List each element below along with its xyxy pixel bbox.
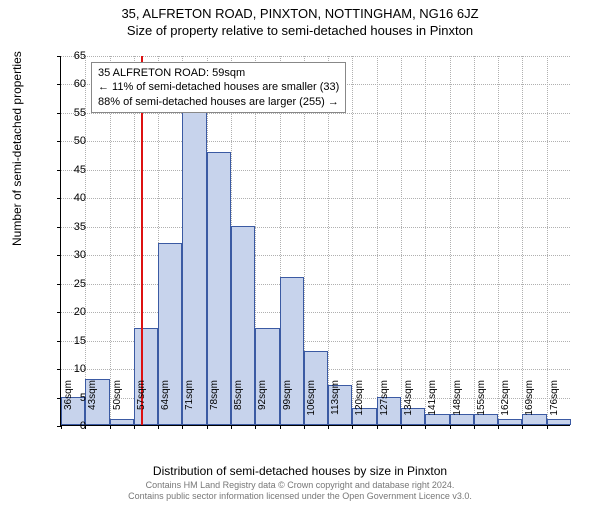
histogram-bar — [498, 419, 522, 425]
xtick-mark — [425, 425, 426, 429]
annotation-box: 35 ALFRETON ROAD: 59sqm← 11% of semi-det… — [91, 62, 346, 113]
xtick-mark — [474, 425, 475, 429]
annotation-line-1: 35 ALFRETON ROAD: 59sqm — [98, 66, 339, 80]
ytick-label: 30 — [56, 249, 86, 261]
xtick-label: 106sqm — [306, 380, 317, 416]
x-axis-label: Distribution of semi-detached houses by … — [0, 464, 600, 478]
footer-line-2: Contains public sector information licen… — [0, 491, 600, 502]
xtick-mark — [401, 425, 402, 429]
y-axis-label: Number of semi-detached properties — [10, 51, 24, 246]
xtick-mark — [158, 425, 159, 429]
xtick-mark — [450, 425, 451, 429]
ytick-label: 20 — [56, 306, 86, 318]
xtick-label: 50sqm — [112, 380, 123, 410]
xtick-label: 64sqm — [160, 380, 171, 410]
gridline-v — [522, 56, 523, 425]
plot-area: 35 ALFRETON ROAD: 59sqm← 11% of semi-det… — [60, 56, 570, 426]
xtick-mark — [304, 425, 305, 429]
xtick-label: 127sqm — [379, 380, 390, 416]
ytick-label: 50 — [56, 135, 86, 147]
ytick-label: 25 — [56, 278, 86, 290]
ytick-label: 45 — [56, 164, 86, 176]
gridline-h — [61, 312, 570, 313]
histogram-bar — [182, 112, 206, 425]
gridline-v — [401, 56, 402, 425]
xtick-mark — [547, 425, 548, 429]
ytick-label: 0 — [56, 420, 86, 432]
xtick-label: 162sqm — [500, 380, 511, 416]
ytick-label: 60 — [56, 78, 86, 90]
gridline-v — [425, 56, 426, 425]
xtick-label: 78sqm — [209, 380, 220, 410]
xtick-mark — [352, 425, 353, 429]
ytick-label: 35 — [56, 221, 86, 233]
histogram-bar — [134, 328, 158, 425]
gridline-h — [61, 170, 570, 171]
xtick-mark — [498, 425, 499, 429]
histogram-bar — [255, 328, 279, 425]
footer-line-1: Contains HM Land Registry data © Crown c… — [0, 480, 600, 491]
ytick-label: 15 — [56, 335, 86, 347]
xtick-mark — [280, 425, 281, 429]
gridline-h — [61, 255, 570, 256]
footer-attribution: Contains HM Land Registry data © Crown c… — [0, 480, 600, 502]
ytick-label: 55 — [56, 107, 86, 119]
histogram-bar — [547, 419, 571, 425]
xtick-label: 85sqm — [233, 380, 244, 410]
histogram-bar — [110, 419, 134, 425]
xtick-label: 120sqm — [354, 380, 365, 416]
xtick-label: 92sqm — [257, 380, 268, 410]
xtick-mark — [255, 425, 256, 429]
ytick-label: 65 — [56, 50, 86, 62]
gridline-v — [450, 56, 451, 425]
ytick-label: 40 — [56, 192, 86, 204]
xtick-mark — [182, 425, 183, 429]
chart-title-main: 35, ALFRETON ROAD, PINXTON, NOTTINGHAM, … — [0, 6, 600, 21]
xtick-label: 43sqm — [87, 380, 98, 410]
xtick-label: 169sqm — [524, 380, 535, 416]
chart-area: 35 ALFRETON ROAD: 59sqm← 11% of semi-det… — [60, 56, 570, 426]
xtick-mark — [377, 425, 378, 429]
chart-title-sub: Size of property relative to semi-detach… — [0, 23, 600, 38]
xtick-label: 176sqm — [549, 380, 560, 416]
xtick-mark — [134, 425, 135, 429]
gridline-v — [547, 56, 548, 425]
gridline-h — [61, 141, 570, 142]
ytick-label: 10 — [56, 363, 86, 375]
xtick-label: 134sqm — [403, 380, 414, 416]
gridline-h — [61, 284, 570, 285]
gridline-h — [61, 227, 570, 228]
xtick-mark — [522, 425, 523, 429]
gridline-v — [377, 56, 378, 425]
gridline-v — [498, 56, 499, 425]
xtick-label: 141sqm — [427, 380, 438, 416]
xtick-label: 99sqm — [282, 380, 293, 410]
gridline-h — [61, 198, 570, 199]
xtick-mark — [110, 425, 111, 429]
xtick-label: 71sqm — [184, 380, 195, 410]
xtick-label: 36sqm — [63, 380, 74, 410]
xtick-label: 148sqm — [452, 380, 463, 416]
xtick-mark — [231, 425, 232, 429]
xtick-mark — [328, 425, 329, 429]
gridline-v — [352, 56, 353, 425]
xtick-label: 113sqm — [330, 380, 341, 415]
xtick-label: 155sqm — [476, 380, 487, 416]
annotation-line-3: 88% of semi-detached houses are larger (… — [98, 95, 339, 109]
gridline-h — [61, 56, 570, 57]
xtick-mark — [207, 425, 208, 429]
gridline-v — [474, 56, 475, 425]
xtick-label: 57sqm — [136, 380, 147, 410]
gridline-h — [61, 113, 570, 114]
annotation-line-2: ← 11% of semi-detached houses are smalle… — [98, 80, 339, 94]
